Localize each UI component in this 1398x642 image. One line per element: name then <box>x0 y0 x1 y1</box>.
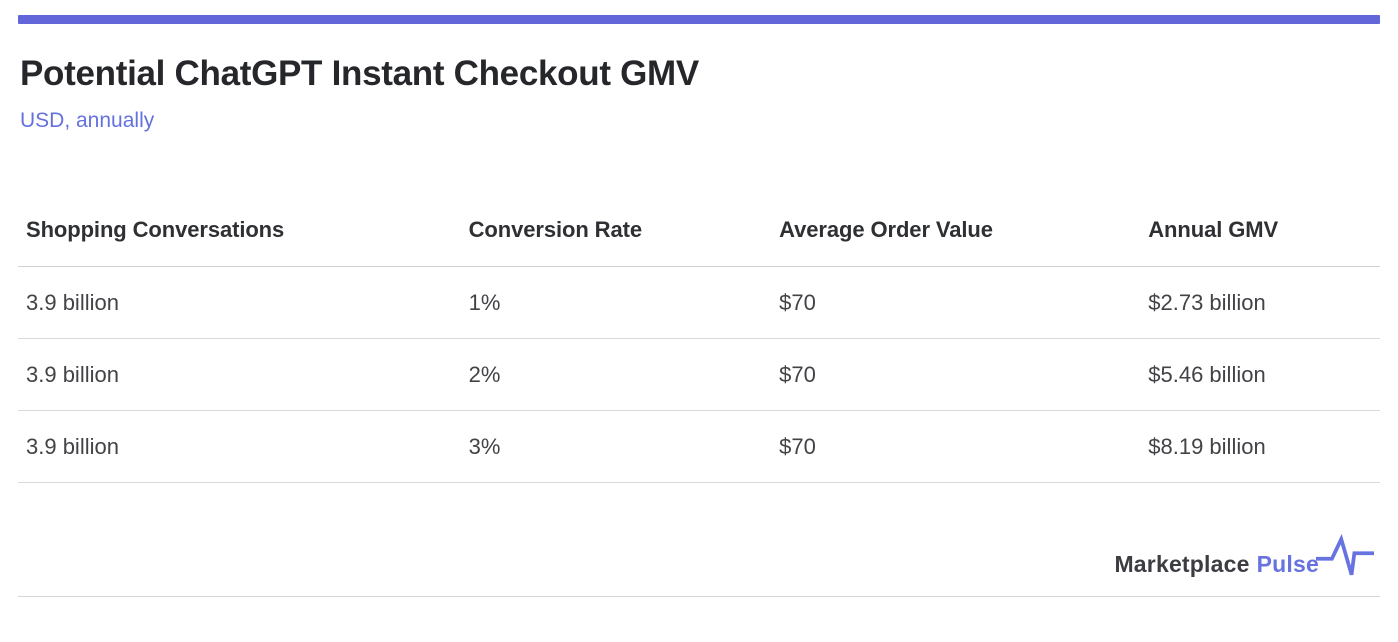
table-row: 3.9 billion 1% $70 $2.73 billion <box>18 266 1380 339</box>
page-subtitle: USD, annually <box>20 109 155 132</box>
table-row: 3.9 billion 3% $70 $8.19 billion <box>18 410 1380 483</box>
gmv-scenario-table: Shopping Conversations Conversion Rate A… <box>18 169 1380 483</box>
bottom-divider <box>18 596 1380 597</box>
cell-shopping-conversations: 3.9 billion <box>18 266 461 339</box>
pulse-line-icon <box>1316 533 1374 576</box>
cell-shopping-conversations: 3.9 billion <box>18 338 461 411</box>
brand-name-text: Marketplace <box>1114 550 1250 577</box>
page-title: Potential ChatGPT Instant Checkout GMV <box>20 54 699 93</box>
cell-annual-gmv: $8.19 billion <box>1140 410 1380 483</box>
column-header-shopping-conversations: Shopping Conversations <box>18 169 461 267</box>
top-accent-bar <box>18 15 1380 24</box>
cell-annual-gmv: $2.73 billion <box>1140 266 1380 339</box>
cell-conversion-rate: 3% <box>460 410 772 483</box>
table-row: 3.9 billion 2% $70 $5.46 billion <box>18 338 1380 411</box>
column-header-conversion-rate: Conversion Rate <box>460 169 772 267</box>
cell-conversion-rate: 1% <box>460 266 772 339</box>
cell-average-order-value: $70 <box>771 338 1141 411</box>
table-header-row: Shopping Conversations Conversion Rate A… <box>18 169 1380 267</box>
cell-shopping-conversations: 3.9 billion <box>18 410 461 483</box>
marketplace-pulse-logo: Marketplace Pulse <box>1114 533 1374 579</box>
brand-accent-text: Pulse <box>1256 550 1319 577</box>
cell-annual-gmv: $5.46 billion <box>1140 338 1380 411</box>
column-header-annual-gmv: Annual GMV <box>1140 169 1380 267</box>
footer: Marketplace Pulse <box>18 533 1380 579</box>
cell-conversion-rate: 2% <box>460 338 772 411</box>
cell-average-order-value: $70 <box>771 266 1141 339</box>
column-header-average-order-value: Average Order Value <box>771 169 1141 267</box>
cell-average-order-value: $70 <box>771 410 1141 483</box>
